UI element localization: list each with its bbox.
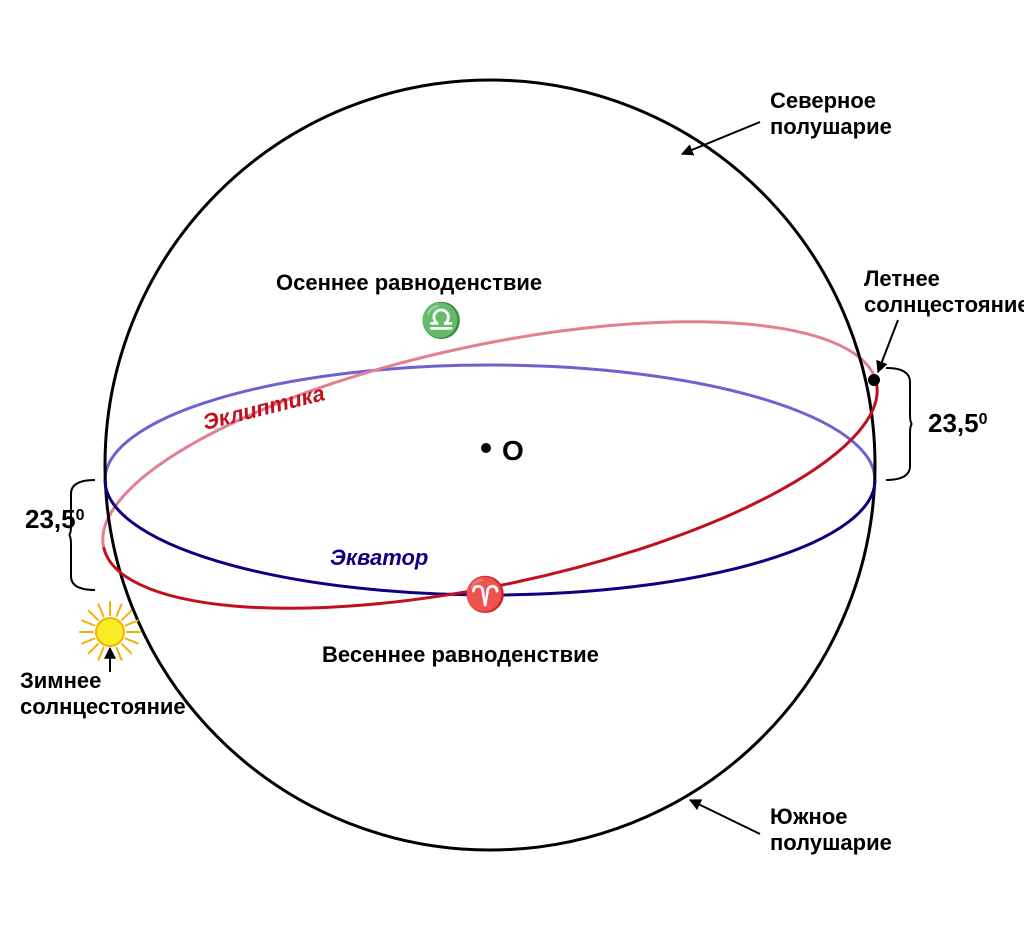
aries-icon: ♈ xyxy=(464,575,506,614)
equator-label: Экватор xyxy=(330,545,428,570)
center-label: О xyxy=(502,435,524,466)
label-autumn: Осеннее равноденствие xyxy=(276,270,542,295)
label-summer-1: Летнее xyxy=(864,266,940,291)
center-point xyxy=(481,443,491,453)
label-north-2: полушарие xyxy=(770,114,892,139)
label-winter-1: Зимнее xyxy=(20,668,101,693)
label-south-1: Южное xyxy=(770,804,848,829)
label-winter-2: солнцестояние xyxy=(20,694,186,719)
label-summer-2: солнцестояние xyxy=(864,292,1024,317)
label-south-2: полушарие xyxy=(770,830,892,855)
label-spring: Весеннее равноденствие xyxy=(322,642,599,667)
libra-icon: ♎ xyxy=(420,301,462,340)
canvas-bg xyxy=(0,0,1024,948)
label-north-1: Северное xyxy=(770,88,876,113)
summer-solstice-point xyxy=(868,374,880,386)
